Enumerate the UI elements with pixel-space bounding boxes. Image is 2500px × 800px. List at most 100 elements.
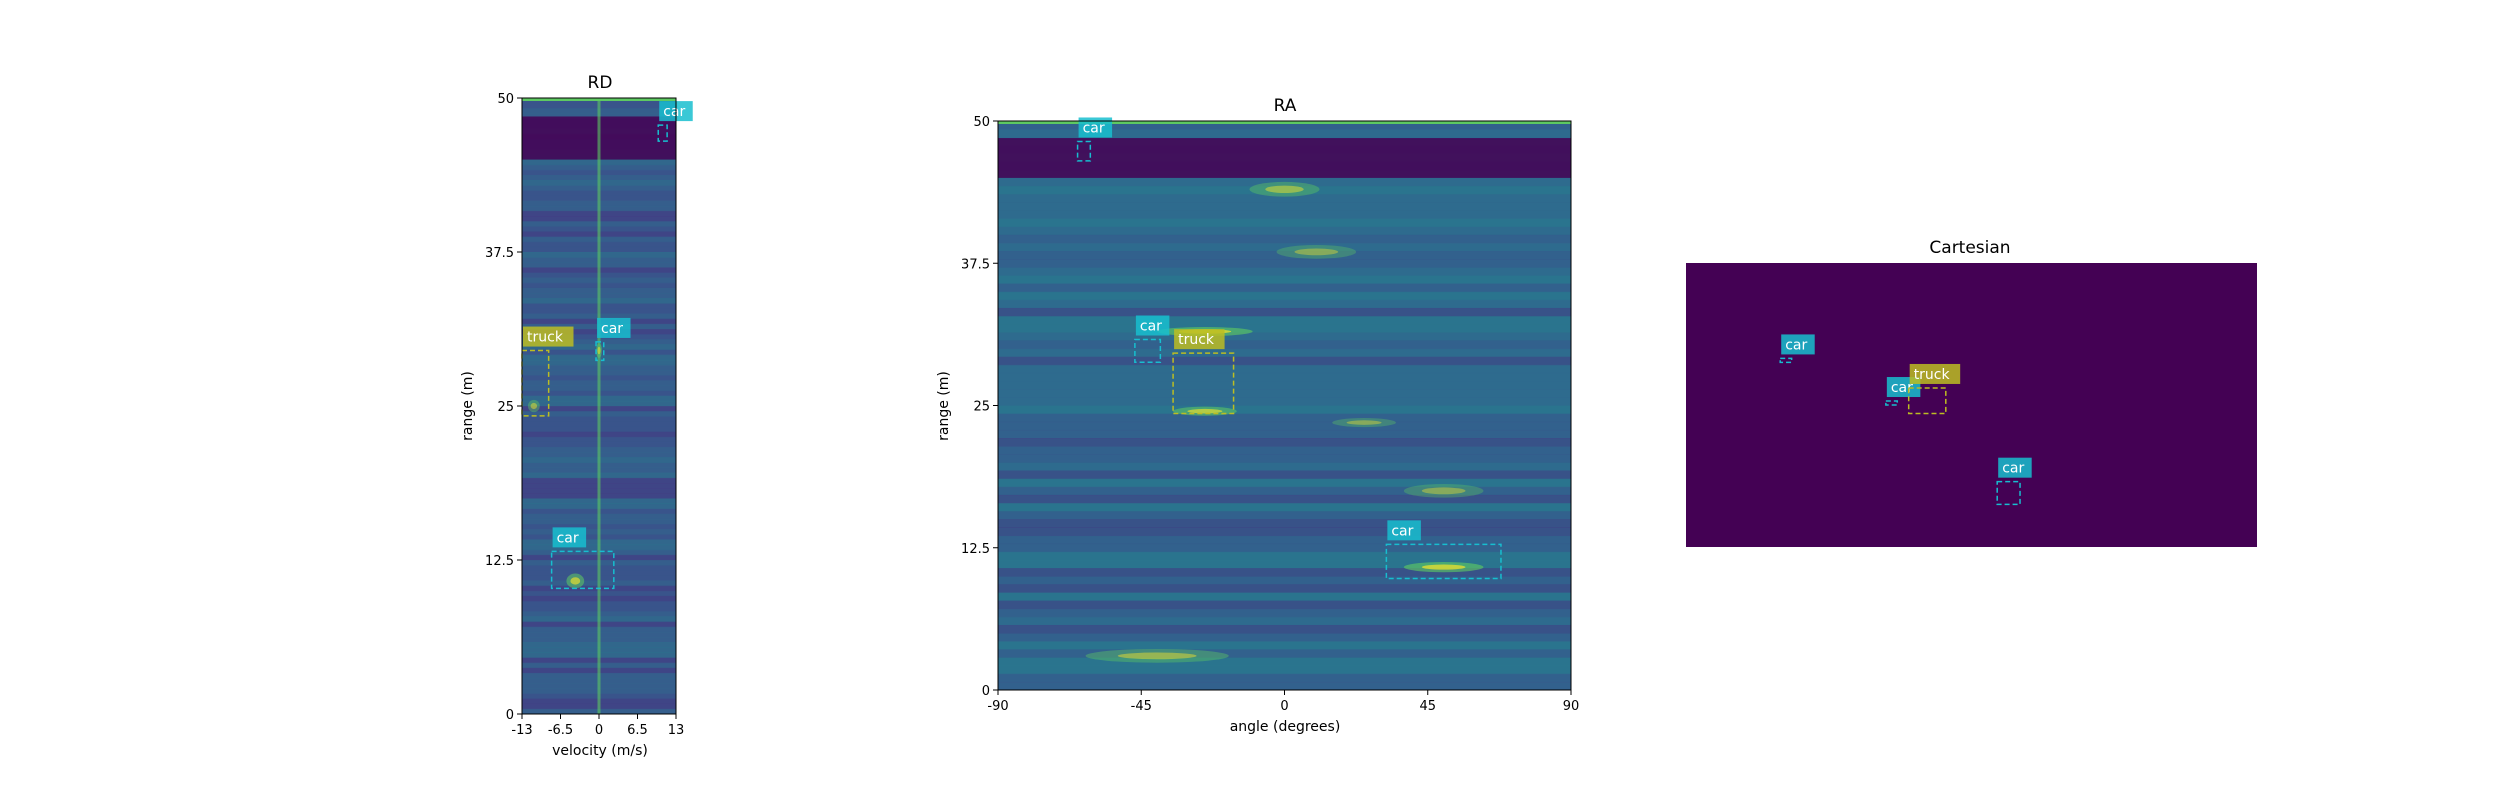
ra-texture-band [998,446,1571,455]
ra-panel: RA car car truck car -90 -45 0 45 90 0 12.5 25 37.… [936,96,1579,735]
rd-x-tick-label: 13 [668,723,685,738]
ra-signal-peak [1294,248,1339,256]
ra-detection-label-bg [1387,520,1421,541]
ra-texture-band [998,275,1571,285]
ra-texture-band [998,324,1571,333]
rd-x-tick-label: -13 [511,723,532,738]
ra-texture-band [998,218,1571,228]
cartesian-detection-box-truck [1907,387,1947,415]
ra-x-axis-label: angle (degrees) [1230,719,1341,735]
ra-detections: car car truck car [1076,117,1502,580]
ra-y-axis-label: range (m) [936,371,952,441]
ra-texture-band [998,478,1571,488]
rd-detection-label: car [557,530,579,546]
rd-detection-box-car [595,341,605,362]
rd-signal-peak [570,577,581,585]
ra-texture-band [998,681,1571,690]
ra-x-ticks: -90 -45 0 45 90 [987,690,1579,714]
ra-texture-band [998,267,1571,276]
cartesian-detection-label-bg [1909,363,1961,384]
ra-texture-band [998,454,1571,463]
ra-texture-band [998,673,1571,683]
ra-texture-band [998,364,1571,374]
rd-y-tick-label: 0 [506,708,514,723]
ra-detection-box-car [1134,338,1162,364]
cartesian-background [1686,263,2257,547]
ra-texture-band [998,251,1571,260]
rd-signal-peak [530,402,538,410]
ra-texture-band [998,307,1571,317]
ra-heatmap: car car truck car [997,117,1572,691]
cartesian-detection-label: truck [1914,367,1951,383]
rd-y-axis-label: range (m) [460,371,476,441]
ra-x-tick-label: -45 [1131,699,1152,714]
cartesian-detection-label: car [1891,380,1913,396]
ra-texture-band [998,381,1571,390]
ra-signal-blob [1403,484,1484,498]
ra-texture-band [998,202,1571,211]
cartesian-detection-box-car [1996,480,2021,506]
ra-y-tick-label: 50 [973,115,990,130]
ra-texture-band [998,121,1571,130]
ra-signal-blob [1249,181,1320,197]
ra-detection-label-bg [1174,329,1225,350]
rd-detections: car truck car car [521,101,693,590]
ra-detection-label-bg [1078,117,1113,138]
ra-signal-peak [1421,564,1466,570]
rd-y-tick-label: 12.5 [485,554,514,569]
ra-texture-band [998,616,1571,626]
rd-signal-blob [527,399,540,413]
ra-texture-band [998,421,1571,431]
rd-detection-label: car [601,321,623,337]
ra-detection-label: car [1391,523,1413,539]
ra-texture-band [998,503,1571,512]
ra-texture-band [998,543,1571,553]
ra-texture-band [998,397,1571,406]
ra-dark-band [998,138,1571,178]
ra-texture-band [998,283,1571,293]
ra-plot-area [998,121,1571,690]
ra-signal-peak [1421,487,1466,495]
ra-texture-band [998,470,1571,480]
ra-texture-band [998,641,1571,650]
ra-y-tick-label: 37.5 [961,257,990,272]
rd-detection-label-bg [597,317,631,338]
ra-texture-band [998,665,1571,675]
ra-texture-band [998,624,1571,634]
ra-texture-band [998,462,1571,472]
rd-detection-box-truck [521,349,550,417]
ra-detection-label-bg [1135,315,1170,336]
ra-texture-band [998,259,1571,268]
ra-texture-band [998,592,1571,602]
ra-texture-band [998,210,1571,220]
ra-texture-band [998,194,1571,203]
ra-texture-band [998,551,1571,561]
ra-texture-band [998,559,1571,569]
ra-signal-peak [1117,652,1197,660]
ra-signal-peak [1346,420,1382,425]
ra-texture-band [998,332,1571,341]
ra-texture-band [998,234,1571,244]
rd-panel: RD car truck car car -13 -6.5 0 6.5 13 0 12.5 25 3… [460,73,693,759]
cartesian-title: Cartesian [1929,238,2010,258]
cartesian-detection-box-car [1779,357,1793,364]
ra-texture-band [998,519,1571,528]
ra-texture-band [998,576,1571,585]
ra-texture-band [998,584,1571,593]
ra-texture-band [998,438,1571,447]
ra-texture-band [998,356,1571,366]
ra-texture-band [998,226,1571,236]
rd-detection-label: truck [527,330,564,346]
rd-x-ticks: -13 -6.5 0 6.5 13 [511,714,684,738]
ra-x-tick-label: 45 [1419,699,1436,714]
ra-texture-band [998,429,1571,439]
ra-texture-band [998,340,1571,350]
ra-texture-band [998,348,1571,358]
rd-x-tick-label: 0 [595,723,603,738]
ra-texture-band [998,316,1571,325]
ra-detection-label: car [1083,120,1105,136]
